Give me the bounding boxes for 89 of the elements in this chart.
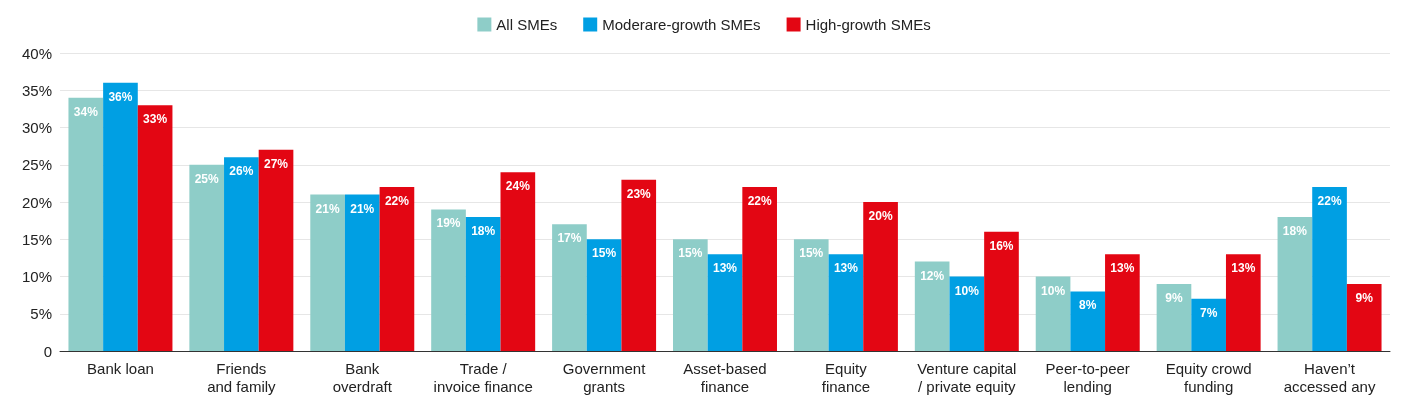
data-label: 10% xyxy=(1041,283,1066,298)
y-tick-label: 15% xyxy=(21,230,52,248)
y-tick-label: 35% xyxy=(21,81,52,99)
bar xyxy=(310,194,345,351)
data-label: 8% xyxy=(1079,298,1097,313)
data-label: 26% xyxy=(229,164,254,179)
data-label: 27% xyxy=(264,156,289,171)
data-label: 7% xyxy=(1199,305,1218,320)
bar xyxy=(103,82,138,351)
data-label: 21% xyxy=(315,201,340,216)
data-label: 22% xyxy=(384,194,410,209)
bar xyxy=(863,202,898,351)
x-tick-label: Equity crowd funding xyxy=(1165,359,1252,395)
legend-label: Moderare-growth SMEs xyxy=(602,16,761,33)
data-label: 13% xyxy=(1231,261,1256,276)
data-label: 19% xyxy=(436,216,461,231)
bar xyxy=(552,224,587,351)
bar xyxy=(586,239,622,351)
data-label: 10% xyxy=(954,283,980,298)
y-tick-label: 25% xyxy=(21,156,52,174)
y-tick-label: 20% xyxy=(21,193,52,211)
bar xyxy=(224,157,259,351)
data-label: 18% xyxy=(1282,223,1308,238)
data-label: 12% xyxy=(920,268,945,283)
x-tick-label: Trade / invoice finance xyxy=(433,359,533,395)
data-label: 9% xyxy=(1355,290,1374,305)
data-label: 36% xyxy=(108,89,133,104)
data-label: 9% xyxy=(1165,290,1183,305)
bar xyxy=(379,187,415,351)
bar xyxy=(793,239,829,351)
x-tick-label: Government grants xyxy=(562,359,647,395)
bar xyxy=(258,149,294,351)
data-label: 15% xyxy=(678,246,703,261)
bar xyxy=(621,179,657,351)
bar xyxy=(1070,291,1106,351)
bar xyxy=(1191,298,1226,351)
x-tick-label: Bank loan xyxy=(87,359,154,377)
bar xyxy=(673,239,708,351)
bar xyxy=(1346,283,1382,351)
bar xyxy=(344,194,380,351)
y-tick-label: 40% xyxy=(21,44,52,62)
bar xyxy=(500,172,536,351)
bar xyxy=(1156,283,1192,351)
y-tick-label: 0 xyxy=(43,342,52,360)
x-tick-label: Venture capital / private equity xyxy=(917,359,1017,395)
x-tick-label: Equity finance xyxy=(821,359,871,395)
data-label: 22% xyxy=(1317,194,1342,209)
x-tick-label: Bank overdraft xyxy=(332,359,393,395)
data-label: 15% xyxy=(592,246,617,261)
data-label: 20% xyxy=(868,209,893,223)
x-tick-label: Haven’t accessed any xyxy=(1283,359,1376,395)
bar xyxy=(1277,216,1313,351)
legend-label: All SMEs xyxy=(496,16,558,33)
bar xyxy=(742,187,777,351)
bar xyxy=(984,231,1019,351)
bar xyxy=(189,164,225,351)
y-tick-label: 30% xyxy=(21,119,52,136)
bar xyxy=(1225,254,1261,351)
legend-label: High-growth SMEs xyxy=(805,16,931,33)
data-label: 24% xyxy=(505,179,531,194)
bar xyxy=(68,97,104,351)
bar xyxy=(1105,254,1140,351)
x-tick-label: Peer-to-peer lending xyxy=(1045,359,1130,395)
data-label: 25% xyxy=(194,171,220,186)
bar xyxy=(137,105,173,351)
data-label: 33% xyxy=(143,112,168,127)
data-label: 17% xyxy=(557,231,582,246)
bar xyxy=(828,254,864,351)
data-label: 13% xyxy=(833,261,859,276)
bar xyxy=(707,254,743,351)
data-label: 23% xyxy=(626,186,652,201)
x-tick-label: Friends and family xyxy=(207,359,277,395)
data-label: 16% xyxy=(989,238,1014,253)
x-tick-label: Asset-based finance xyxy=(683,359,767,395)
bar xyxy=(465,216,501,351)
data-label: 13% xyxy=(712,261,738,276)
bar xyxy=(914,261,950,351)
data-label: 22% xyxy=(747,194,772,209)
bar xyxy=(1312,187,1347,351)
y-tick-label: 10% xyxy=(21,268,52,285)
data-label: 34% xyxy=(73,104,99,119)
data-label: 18% xyxy=(471,223,496,238)
bar xyxy=(1035,276,1071,351)
data-label: 21% xyxy=(350,201,375,216)
data-label: 15% xyxy=(799,246,824,261)
bar xyxy=(949,276,985,351)
bar xyxy=(431,209,466,351)
y-tick-label: 5% xyxy=(30,305,52,323)
data-label: 13% xyxy=(1110,261,1135,276)
